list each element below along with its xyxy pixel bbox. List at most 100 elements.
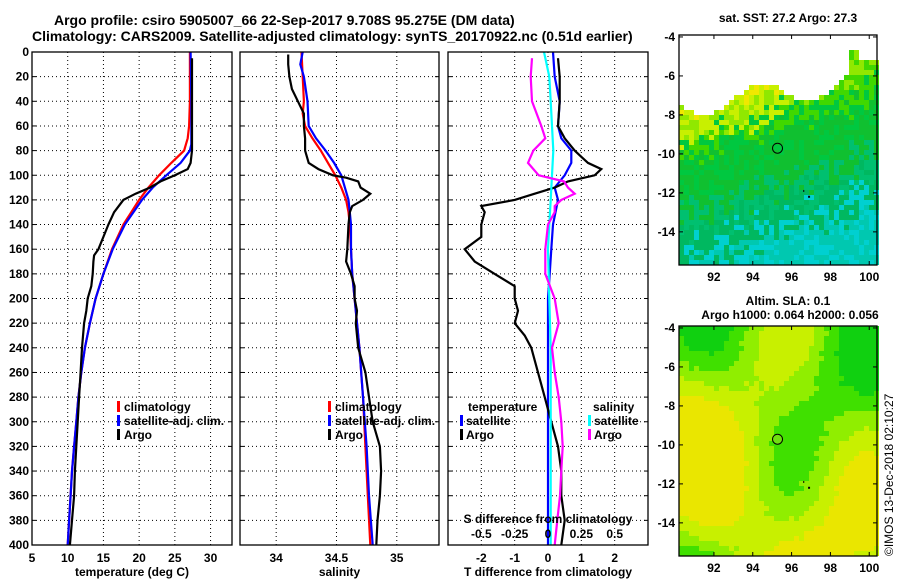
map-cell — [749, 155, 754, 160]
map-cell — [799, 401, 804, 406]
map-cell — [824, 185, 829, 190]
map-cell — [729, 381, 734, 386]
map-cell — [714, 526, 719, 531]
map-cell — [714, 381, 719, 386]
map-cell — [724, 215, 729, 220]
map-cell — [809, 130, 814, 135]
map-cell — [714, 235, 719, 240]
map-cell — [869, 391, 874, 396]
x-tick-label-s: 0 — [545, 527, 552, 541]
map-cell — [809, 135, 814, 140]
map-cell — [779, 371, 784, 376]
map-cell — [744, 446, 749, 451]
map-cell — [834, 446, 839, 451]
map-cell — [839, 451, 844, 456]
map-cell — [694, 501, 699, 506]
map-cell — [859, 426, 864, 431]
map-cell — [709, 456, 714, 461]
map-cell — [699, 501, 704, 506]
x-tick-label-s: 0.25 — [570, 527, 594, 541]
map-cell — [694, 551, 699, 556]
map-cell — [704, 260, 709, 265]
map-cell — [739, 466, 744, 471]
map-cell — [809, 235, 814, 240]
map-cell — [774, 235, 779, 240]
map-cell — [759, 341, 764, 346]
map-cell — [784, 120, 789, 125]
map-cell — [739, 336, 744, 341]
map-cell — [794, 551, 799, 556]
map-cell — [819, 240, 824, 245]
map-cell — [729, 150, 734, 155]
map-cell — [869, 371, 874, 376]
map-cell — [684, 135, 689, 140]
map-cell — [734, 100, 739, 105]
map-cell — [764, 341, 769, 346]
map-cell — [844, 441, 849, 446]
map-cell — [754, 215, 759, 220]
map-cell — [719, 230, 724, 235]
map-cell — [799, 491, 804, 496]
map-cell — [709, 441, 714, 446]
map-cell — [699, 416, 704, 421]
map-cell — [744, 115, 749, 120]
map-cell — [769, 381, 774, 386]
map-cell — [769, 336, 774, 341]
map-cell — [774, 165, 779, 170]
map-cell — [799, 511, 804, 516]
map-cell — [739, 416, 744, 421]
map-cell — [839, 486, 844, 491]
map-cell — [729, 356, 734, 361]
map-cell — [724, 501, 729, 506]
map-cell — [774, 451, 779, 456]
map-cell — [839, 255, 844, 260]
map-cell — [754, 260, 759, 265]
map-cell — [869, 60, 874, 65]
map-cell — [764, 130, 769, 135]
map-cell — [849, 250, 854, 255]
map-cell — [679, 205, 684, 210]
map-cell — [839, 376, 844, 381]
map-cell — [759, 170, 764, 175]
map-cell — [864, 491, 869, 496]
map-cell — [869, 436, 874, 441]
map-cell — [754, 401, 759, 406]
map-cell — [854, 491, 859, 496]
map-cell — [869, 180, 874, 185]
map-cell — [859, 215, 864, 220]
map-cell — [754, 110, 759, 115]
map-cell — [764, 551, 769, 556]
map-cell — [769, 260, 774, 265]
map-cell — [724, 371, 729, 376]
map-cell — [779, 396, 784, 401]
map-cell — [689, 526, 694, 531]
map-cell — [819, 220, 824, 225]
map-cell — [839, 150, 844, 155]
map-cell — [859, 381, 864, 386]
map-cell — [734, 366, 739, 371]
map-cell — [684, 255, 689, 260]
map-cell — [839, 496, 844, 501]
map-cell — [869, 481, 874, 486]
map-cell — [854, 456, 859, 461]
map-cell — [799, 326, 804, 331]
map-cell — [734, 551, 739, 556]
map-cell — [679, 180, 684, 185]
map-cell — [869, 456, 874, 461]
map-cell — [819, 145, 824, 150]
map-cell — [799, 356, 804, 361]
map-cell — [764, 426, 769, 431]
map-cell — [809, 160, 814, 165]
map-cell — [744, 506, 749, 511]
map-cell — [679, 326, 684, 331]
map-cell — [804, 396, 809, 401]
map-cell — [784, 476, 789, 481]
map-cell — [679, 105, 684, 110]
map-cell — [864, 541, 869, 546]
map-cell — [729, 220, 734, 225]
map-cell — [694, 185, 699, 190]
map-cell — [854, 260, 859, 265]
map-cell — [799, 180, 804, 185]
map-cell — [769, 175, 774, 180]
map-cell — [819, 160, 824, 165]
